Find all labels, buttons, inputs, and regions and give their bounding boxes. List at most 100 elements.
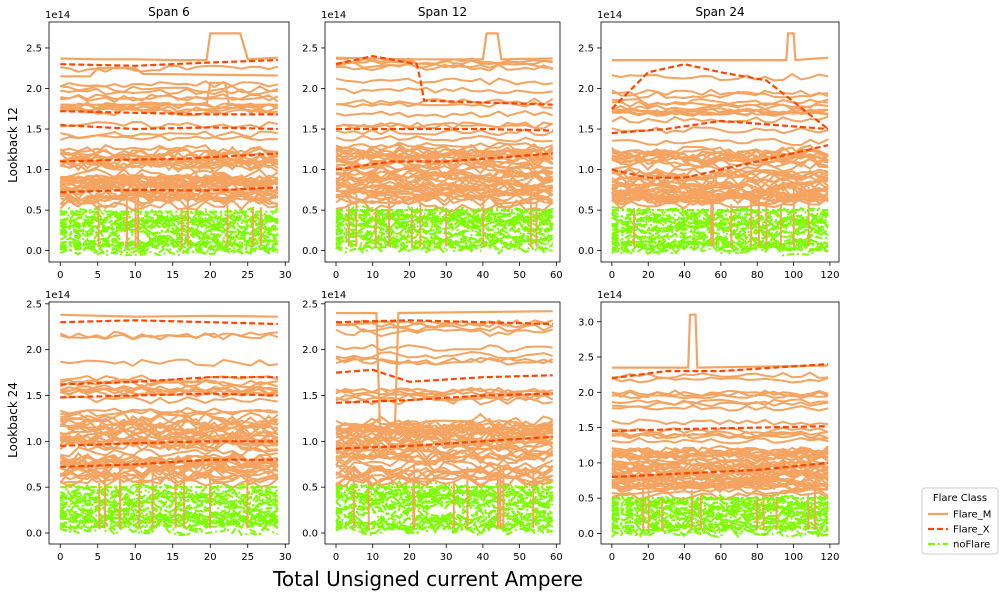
noflare-trace <box>59 239 279 254</box>
noflare-trace <box>59 239 279 255</box>
noflare-trace <box>59 494 278 514</box>
flare-m-trace <box>611 108 829 117</box>
y-tick-label: 0.0 <box>26 529 42 540</box>
flare-m-trace <box>611 404 829 412</box>
x-tick-label: 5 <box>95 270 101 281</box>
y-tick-label: 2.0 <box>302 84 318 95</box>
flare-m-trace <box>335 328 554 338</box>
flare-m-trace <box>59 156 279 171</box>
flare-m-trace <box>59 437 278 451</box>
y-tick-label: 2.5 <box>302 299 318 310</box>
noflare-trace <box>611 508 829 522</box>
series-flare-x <box>60 123 278 131</box>
noflare-trace <box>335 489 554 507</box>
noflare-trace <box>611 236 829 254</box>
y-tick-label: 2.5 <box>26 43 42 54</box>
flare-m-trace <box>611 146 829 160</box>
series-flare-x <box>335 435 553 450</box>
series-flare-x <box>611 119 829 135</box>
noflare-trace <box>335 212 554 228</box>
noflare-trace <box>335 499 554 519</box>
noflare-trace <box>60 481 279 501</box>
series-flare-x <box>335 392 553 404</box>
flare-m-trace <box>60 332 279 341</box>
y-tick-label: 1.0 <box>26 165 42 176</box>
series-flare-x <box>611 144 829 179</box>
series-flare-x <box>60 152 278 163</box>
noflare-trace <box>60 518 279 536</box>
flare-m-trace <box>59 456 278 470</box>
flare-m-trace <box>335 171 554 185</box>
series-flare-x <box>60 59 278 67</box>
x-tick-label: 60 <box>715 270 728 281</box>
noflare-trace <box>59 513 279 531</box>
flare-m-trace <box>60 94 279 103</box>
x-tick-label: 30 <box>440 270 453 281</box>
y-tick-label: 1.0 <box>26 437 42 448</box>
flare-m-trace <box>59 190 279 204</box>
noflare-trace <box>611 218 829 235</box>
row-label-lookback-24: Lookback 24 <box>6 382 20 458</box>
y-tick-label: 0.5 <box>302 206 318 217</box>
noflare-trace <box>611 210 829 226</box>
flare-m-trace <box>59 379 279 389</box>
series-flare-m <box>611 313 829 369</box>
noflare-trace <box>59 504 279 524</box>
x-tick-label: 50 <box>513 552 526 563</box>
series-flare-m <box>336 310 553 434</box>
y-tick-label: 0.5 <box>26 206 42 217</box>
flare-m-trace <box>60 383 278 393</box>
flare-m-trace <box>60 120 279 129</box>
y-tick-label: 1.0 <box>578 458 594 469</box>
x-tick-label: 20 <box>204 552 217 563</box>
y-tick-label: 3.0 <box>578 317 594 328</box>
series-flare-x <box>60 110 278 116</box>
flare-m-trace <box>611 153 829 166</box>
x-tick-label: 0 <box>609 552 615 563</box>
series-flare-x <box>336 127 553 132</box>
y-tick-label: 2.5 <box>578 353 594 364</box>
noflare-trace <box>59 518 279 536</box>
flare-m-trace <box>611 181 829 195</box>
noflare-trace <box>611 523 829 539</box>
noflare-trace <box>59 231 279 248</box>
x-tick-label: 80 <box>751 270 764 281</box>
flare-m-trace <box>611 400 829 408</box>
y-tick-label: 2.5 <box>302 43 318 54</box>
x-tick-label: 60 <box>550 552 563 563</box>
x-tick-label: 20 <box>642 270 655 281</box>
subplot-title: Span 24 <box>695 5 744 19</box>
y-tick-label: 0.0 <box>578 246 594 257</box>
flare-m-trace <box>335 110 554 119</box>
x-tick-label: 60 <box>550 270 563 281</box>
noflare-trace <box>611 206 829 219</box>
x-tick-label: 40 <box>477 270 490 281</box>
series-flare-x <box>60 458 278 469</box>
noflare-trace <box>59 517 279 537</box>
noflare-trace <box>60 495 278 513</box>
y-offset-text: 1e14 <box>321 290 346 301</box>
y-tick-label: 0.5 <box>302 483 318 494</box>
y-tick-label: 1.5 <box>578 423 594 434</box>
y-tick-label: 0.0 <box>578 529 594 540</box>
x-tick-label: 50 <box>513 270 526 281</box>
y-tick-label: 1.5 <box>26 125 42 136</box>
y-offset-text: 1e14 <box>597 10 622 21</box>
series-flare-m <box>611 32 829 62</box>
flare-m-trace <box>335 387 554 397</box>
x-tick-label: 10 <box>366 270 379 281</box>
flare-m-trace <box>59 189 279 203</box>
subplot-2: 0 10 20 30 40 50 60 0.0 0.5 1.0 1.5 2.0 2.5 1e14 Span … <box>302 5 563 281</box>
flare-m-trace <box>611 376 829 384</box>
x-tick-label: 100 <box>784 552 803 563</box>
y-tick-label: 0.0 <box>302 529 318 540</box>
flare-m-trace <box>59 417 278 431</box>
noflare-trace <box>335 235 554 253</box>
flare-m-trace <box>611 100 829 109</box>
y-tick-label: 2.0 <box>578 388 594 399</box>
series-flare-x <box>611 461 829 479</box>
series-flare-x <box>60 392 278 399</box>
flare-m-trace <box>335 77 553 86</box>
noflare-trace <box>335 233 554 251</box>
